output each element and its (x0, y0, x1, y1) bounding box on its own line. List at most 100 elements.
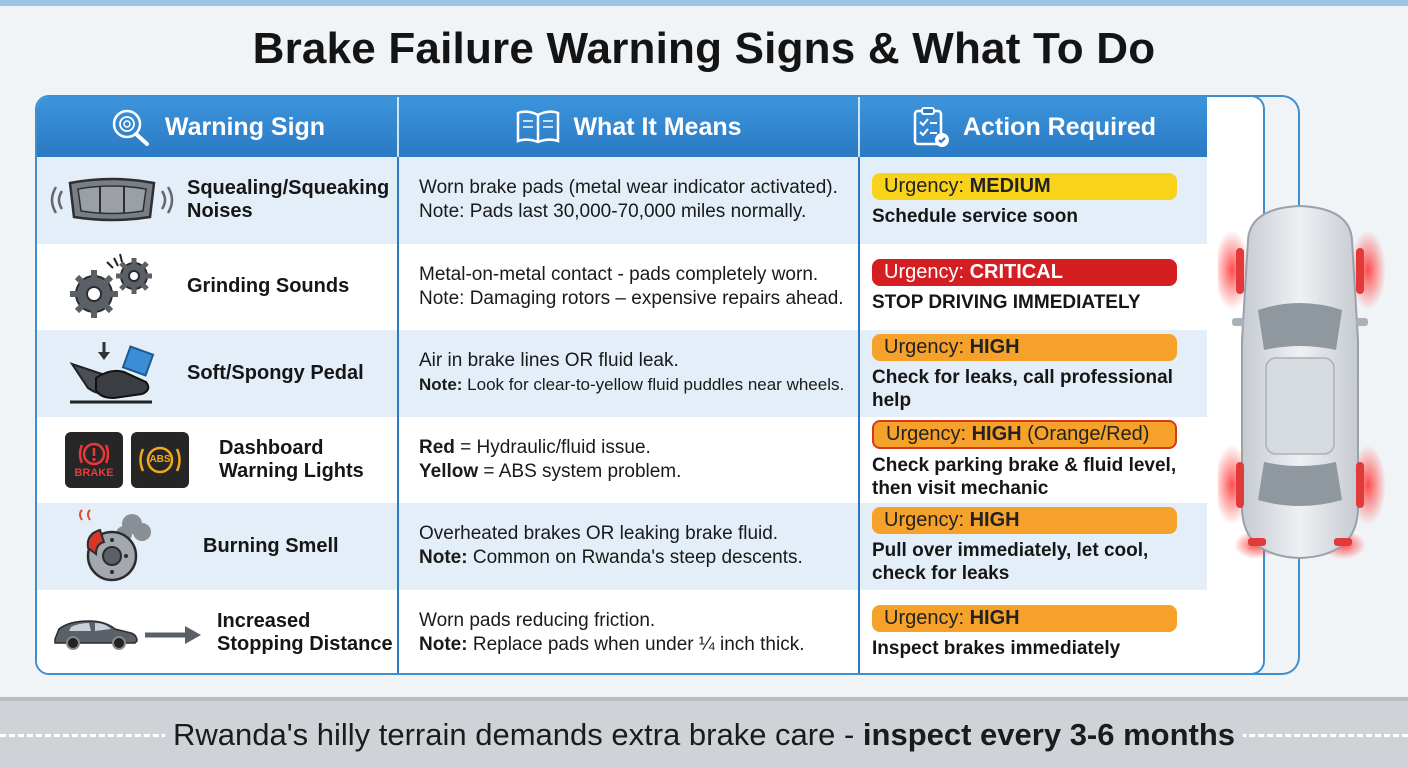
urgency-badge: Urgency: CRITICAL (872, 259, 1177, 287)
table-body: Squealing/Squeaking Noises Worn brake pa… (37, 157, 1207, 673)
header-label: Action Required (962, 112, 1157, 141)
action-line: then visit mechanic (872, 477, 1049, 499)
note-text: Replace pads when under ¼ inch thick. (467, 633, 805, 655)
table-row: Increased Stopping Distance Worn pads re… (37, 589, 1207, 673)
yellow-text: = ABS system problem. (478, 460, 682, 482)
urgency-prefix: Urgency: (884, 261, 970, 284)
header-label: Warning Sign (164, 112, 326, 141)
red-label: Red (419, 436, 455, 458)
warning-sign-cell: Grinding Sounds (37, 243, 399, 330)
magnifier-brake-icon (112, 109, 149, 146)
sign-label-line: Squealing/Squeaking (187, 177, 390, 200)
sign-label-line: Warning Lights (219, 459, 364, 482)
action-text: STOP DRIVING IMMEDIATELY (872, 292, 1141, 314)
warning-sign-label: Burning Smell (203, 535, 339, 558)
page-title: Brake Failure Warning Signs & What To Do (252, 24, 1156, 73)
urgency-badge: Urgency: HIGH (872, 507, 1177, 535)
brake-pad-sound-icon (37, 175, 187, 225)
urgency-prefix: Urgency: (884, 509, 970, 532)
action-line: Check parking brake & fluid level, (872, 454, 1177, 476)
urgency-badge: Urgency: HIGH (872, 605, 1177, 633)
meaning-line: Worn brake pads (metal wear indicator ac… (419, 177, 838, 199)
smoking-brake-disc-icon (37, 508, 187, 584)
urgency-suffix: (Orange/Red) (1021, 422, 1150, 445)
meaning-cell: Overheated brakes OR leaking brake fluid… (399, 503, 860, 590)
brake-warning-icon (78, 442, 110, 465)
table-row: BRAKE ABS Dashboard Warning Lights (37, 416, 1207, 504)
table-row: Squealing/Squeaking Noises Worn brake pa… (37, 157, 1207, 244)
abs-warning-icon (139, 446, 181, 473)
action-cell: Urgency: CRITICAL STOP DRIVING IMMEDIATE… (860, 244, 1207, 331)
note-text: Common on Rwanda's steep descents. (467, 547, 803, 569)
sign-label-line: Stopping Distance (217, 632, 393, 655)
action-text: Check for leaks, call professional help (872, 367, 1173, 412)
top-accent-strip (0, 0, 1408, 6)
meaning-line: Red = Hydraulic/fluid issue. (419, 436, 858, 460)
sign-label-line: Grinding Sounds (187, 275, 350, 298)
warning-sign-label: Soft/Spongy Pedal (187, 362, 364, 385)
footer-text: Rwanda's hilly terrain demands extra bra… (172, 717, 863, 752)
warning-sign-label: Squealing/Squeaking Noises (187, 177, 389, 223)
footer-message: Rwanda's hilly terrain demands extra bra… (0, 717, 1408, 753)
meaning-cell: Metal-on-metal contact - pads completely… (399, 243, 860, 330)
sign-label-line: Soft/Spongy Pedal (187, 361, 364, 384)
urgency-prefix: Urgency: (886, 422, 972, 445)
brake-warning-light: BRAKE (65, 431, 123, 488)
warning-sign-cell: Squealing/Squeaking Noises (37, 157, 399, 244)
dashboard-warning-lights-icon: BRAKE ABS (37, 431, 217, 488)
meaning-line: Overheated brakes OR leaking brake fluid… (419, 523, 779, 545)
action-cell: Urgency: HIGH Check for leaks, call prof… (860, 330, 1207, 417)
meaning-line: Note: Pads last 30,000-70,000 miles norm… (419, 201, 807, 223)
warning-sign-label: Increased Stopping Distance (217, 610, 393, 656)
meaning-line: Air in brake lines OR fluid leak. (419, 350, 679, 372)
open-book-icon (517, 110, 560, 144)
warning-sign-label: Dashboard Warning Lights (219, 437, 364, 483)
abs-warning-light: ABS (131, 431, 189, 488)
urgency-level: HIGH (969, 607, 1020, 630)
sign-label-line: Increased (217, 609, 311, 632)
action-text: Schedule service soon (872, 205, 1078, 227)
meaning-cell: Air in brake lines OR fluid leak. Note: … (399, 330, 860, 417)
meaning-line: Yellow = ABS system problem. (419, 460, 858, 484)
sign-label-line: Noises (187, 200, 253, 223)
action-text: Check parking brake & fluid level, then … (872, 454, 1207, 500)
meaning-line: Metal-on-metal contact - pads completely… (419, 263, 819, 285)
warning-signs-table: Warning Sign What It Means (35, 95, 1265, 675)
sign-label-line: Burning Smell (203, 534, 339, 557)
urgency-level: HIGH (969, 509, 1020, 532)
urgency-prefix: Urgency: (884, 174, 970, 197)
urgency-level: MEDIUM (969, 174, 1051, 197)
action-text: Inspect brakes immediately (872, 638, 1121, 660)
sign-label-line: Dashboard (219, 436, 324, 459)
action-cell: Urgency: MEDIUM Schedule service soon (860, 157, 1207, 244)
foot-on-pedal-icon (37, 338, 187, 408)
header-label: What It Means (573, 112, 742, 141)
action-line: Pull over immediately, let cool, (872, 540, 1149, 562)
meaning-line: Note: Damaging rotors – expensive repair… (419, 287, 844, 309)
meaning-cell: Worn pads reducing friction. Note: Repla… (399, 589, 860, 673)
car-top-view-illustration (1218, 204, 1386, 560)
car-stopping-arrow-icon (37, 613, 217, 653)
clipboard-checklist-icon (913, 107, 949, 147)
meaning-cell: Worn brake pads (metal wear indicator ac… (399, 157, 860, 244)
action-cell: Urgency: HIGH Pull over immediately, let… (860, 503, 1207, 590)
brake-light-text: BRAKE (74, 466, 114, 479)
warning-sign-cell: Soft/Spongy Pedal (37, 330, 399, 417)
yellow-label: Yellow (419, 460, 479, 482)
urgency-level: HIGH (971, 422, 1022, 445)
footer-inner: Rwanda's hilly terrain demands extra bra… (164, 717, 1244, 753)
header-action-required: Action Required (860, 97, 1207, 157)
action-text: Pull over immediately, let cool, check f… (872, 539, 1207, 585)
urgency-level: CRITICAL (969, 261, 1063, 284)
urgency-badge: Urgency: HIGH (Orange/Red) (872, 419, 1177, 449)
meaning-line: Worn pads reducing friction. (419, 609, 656, 631)
action-line: check for leaks (872, 563, 1010, 585)
meaning-cell: Red = Hydraulic/fluid issue. Yellow = AB… (399, 416, 860, 503)
action-cell: Urgency: HIGH (Orange/Red) Check parking… (860, 417, 1207, 504)
footer-highlight: inspect every 3-6 months (862, 717, 1236, 752)
meaning-line: Note: Common on Rwanda's steep descents. (419, 546, 858, 570)
warning-sign-cell: BRAKE ABS Dashboard Warning Lights (37, 416, 399, 503)
warning-sign-cell: Burning Smell (37, 503, 399, 590)
table-row: Soft/Spongy Pedal Air in brake lines OR … (37, 330, 1207, 417)
meaning-line: Note: Look for clear-to-yellow fluid pud… (419, 373, 858, 397)
